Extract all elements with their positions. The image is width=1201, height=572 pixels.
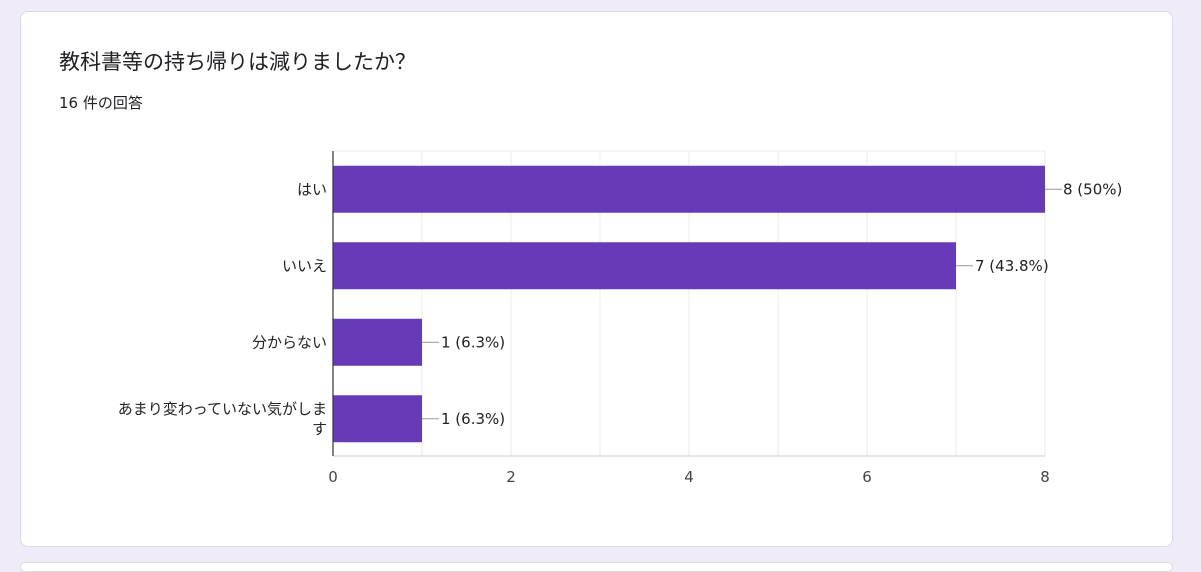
bar[interactable] [333, 242, 956, 290]
x-tick-label: 0 [328, 468, 338, 486]
axis-layer [332, 151, 1045, 457]
category-label: あまり変わっていない気がしま [118, 400, 327, 418]
bar[interactable] [333, 395, 422, 443]
category-label: いいえ [282, 257, 327, 275]
question-title: 教科書等の持ち帰りは減りましたか？ [59, 50, 416, 74]
bar[interactable] [333, 318, 422, 366]
category-label: す [312, 420, 327, 438]
x-tick-label: 6 [862, 468, 872, 486]
category-label: はい [297, 180, 327, 198]
data-label: 1 (6.3%) [441, 333, 505, 351]
x-tick-label: 2 [506, 468, 516, 486]
x-tick-label: 4 [684, 468, 694, 486]
data-label: 8 (50%) [1063, 180, 1122, 198]
response-count: 16 件の回答 [59, 94, 143, 112]
bar[interactable] [333, 165, 1045, 213]
x-tick-label: 8 [1040, 468, 1050, 486]
bar-layer [333, 165, 1045, 443]
category-label: 分からない [252, 333, 327, 351]
data-label: 7 (43.8%) [975, 257, 1049, 275]
label-layer: 0 2 4 6 8 はい 8 (50%) いいえ 7 (43.8%) 分からない 1 (6.3%) あ… [118, 180, 1123, 486]
data-label: 1 (6.3%) [441, 410, 505, 428]
